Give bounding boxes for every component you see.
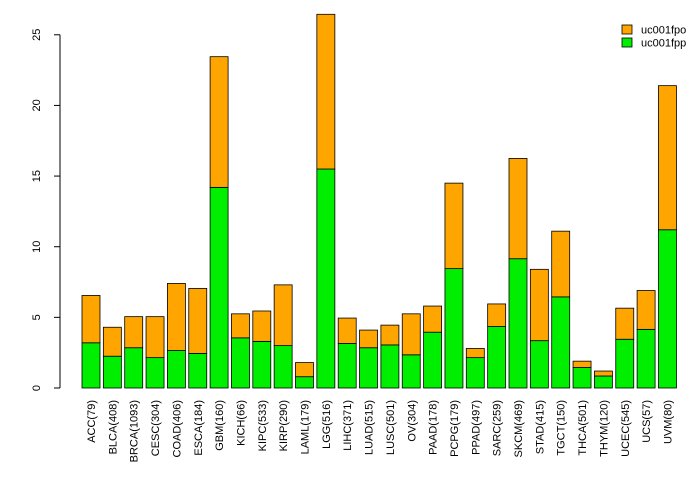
bar-uc001fpp xyxy=(273,345,293,389)
bar-uc001fpp xyxy=(295,376,314,389)
y-axis: 0 5 10 15 20 25 xyxy=(31,29,61,391)
x-tick-label: STAD(415) xyxy=(534,400,546,454)
bar-uc001fpp xyxy=(444,268,464,389)
x-tick-label: LAML(179) xyxy=(300,400,312,454)
y-tick-label: 5 xyxy=(31,314,43,320)
bar-uc001fpo xyxy=(380,324,400,346)
bar-uc001fpp xyxy=(124,347,144,389)
bar-uc001fpo xyxy=(252,310,272,342)
x-tick-label: PPAD(497) xyxy=(470,400,482,455)
x-tick-label: THYM(120) xyxy=(598,400,610,457)
bar-uc001fpp xyxy=(380,344,400,389)
bar-uc001fpp xyxy=(465,357,485,389)
bar-uc001fpp xyxy=(636,328,656,389)
x-tick-label: PCPG(179) xyxy=(449,400,461,457)
bar-uc001fpo xyxy=(594,370,613,377)
x-tick-label: KIPC(533) xyxy=(257,400,269,451)
x-tick-label: COAD(406) xyxy=(171,400,183,457)
x-tick-label: SKCM(469) xyxy=(513,400,525,457)
bar-uc001fpp xyxy=(508,258,528,389)
bar-uc001fpp xyxy=(188,352,208,389)
x-tick-label: THCA(501) xyxy=(577,400,589,456)
bar-uc001fpp xyxy=(359,347,378,389)
x-tick-label: CESC(304) xyxy=(150,400,162,456)
bar-uc001fpp xyxy=(209,186,229,389)
bar-uc001fpo xyxy=(273,284,293,347)
x-tick-label: KIRP(290) xyxy=(278,400,290,451)
legend-swatch-uc001fpo xyxy=(621,24,633,35)
bar-uc001fpo xyxy=(337,317,357,344)
bar-uc001fpp xyxy=(166,350,186,389)
bar-uc001fpo xyxy=(487,303,507,327)
bar-uc001fpp xyxy=(231,337,250,389)
y-tick-label: 20 xyxy=(31,99,43,111)
bar-uc001fpp xyxy=(658,229,677,389)
y-tick-label: 15 xyxy=(31,170,43,182)
bar-uc001fpo xyxy=(444,182,464,270)
y-tick-label: 25 xyxy=(31,29,43,41)
legend-swatch-uc001fpp xyxy=(621,37,633,48)
x-tick-label: LIHC(371) xyxy=(342,400,354,451)
x-tick-label: SARC(259) xyxy=(492,400,504,456)
bar-uc001fpo xyxy=(102,326,122,357)
bar-uc001fpo xyxy=(81,295,101,344)
y-tick-label: 10 xyxy=(31,241,43,253)
bar-uc001fpp xyxy=(401,354,421,389)
x-tick-label: GBM(160) xyxy=(214,400,226,451)
x-tick-label: ESCA(184) xyxy=(193,400,205,456)
x-tick-label: ACC(79) xyxy=(86,400,98,443)
bar-uc001fpp xyxy=(102,355,122,389)
bar-uc001fpo xyxy=(658,85,677,231)
bar-uc001fpp xyxy=(551,296,571,389)
bar-uc001fpp xyxy=(487,326,507,389)
x-tick-label: UCS(57) xyxy=(641,400,653,443)
bar-uc001fpp xyxy=(572,367,592,389)
x-tick-label: UVM(80) xyxy=(662,400,674,444)
bar-uc001fpo xyxy=(188,287,208,354)
bar-uc001fpp xyxy=(337,343,357,389)
bar-uc001fpo xyxy=(508,158,528,260)
y-tick-label: 0 xyxy=(31,385,43,391)
bar-uc001fpo xyxy=(401,313,421,356)
bar-uc001fpo xyxy=(209,56,229,188)
x-tick-label: OV(304) xyxy=(406,400,418,442)
x-tick-labels: ACC(79) BLCA(408) BRCA(1093) CESC(304) COAD(… xyxy=(86,400,674,462)
bar-uc001fpo xyxy=(572,360,592,368)
bar-uc001fpo xyxy=(423,305,443,333)
bar-uc001fpp xyxy=(145,357,165,389)
bar-uc001fpo xyxy=(124,316,144,349)
x-tick-label: UCEC(545) xyxy=(620,400,632,457)
bar-uc001fpp xyxy=(252,340,272,389)
bar-uc001fpo xyxy=(636,290,656,330)
bars-group xyxy=(81,13,677,389)
x-tick-label: BLCA(408) xyxy=(107,400,119,454)
bar-uc001fpo xyxy=(316,13,336,170)
bar-uc001fpp xyxy=(81,342,101,389)
x-tick-label: TGCT(150) xyxy=(556,400,568,456)
bar-uc001fpo xyxy=(465,348,485,359)
bar-uc001fpp xyxy=(594,375,613,389)
bar-uc001fpo xyxy=(295,362,314,378)
bar-uc001fpo xyxy=(231,313,250,339)
bar-uc001fpo xyxy=(615,307,635,340)
bar-uc001fpp xyxy=(423,331,443,389)
x-tick-label: LUSC(501) xyxy=(385,400,397,455)
bar-uc001fpo xyxy=(551,230,571,298)
bar-uc001fpo xyxy=(359,329,378,349)
x-tick-label: PAAD(178) xyxy=(428,400,440,455)
x-tick-label: BRCA(1093) xyxy=(129,400,141,462)
x-tick-label: LGG(516) xyxy=(321,400,333,449)
bar-uc001fpp xyxy=(316,168,336,389)
bar-uc001fpp xyxy=(529,340,549,389)
bar-uc001fpo xyxy=(166,283,186,351)
bar-uc001fpo xyxy=(145,316,165,359)
bar-uc001fpo xyxy=(529,268,549,342)
bar-uc001fpp xyxy=(615,338,635,389)
x-tick-label: KICH(66) xyxy=(235,400,247,446)
legend-label-uc001fpo: uc001fpo xyxy=(641,25,686,37)
legend-label-uc001fpp: uc001fpp xyxy=(641,38,686,50)
x-tick-label: LUAD(515) xyxy=(364,400,376,455)
